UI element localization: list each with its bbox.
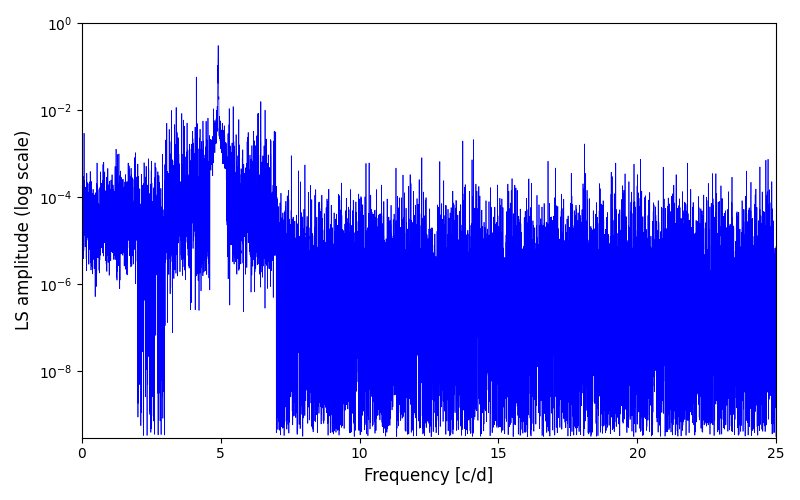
- Y-axis label: LS amplitude (log scale): LS amplitude (log scale): [15, 130, 33, 330]
- X-axis label: Frequency [c/d]: Frequency [c/d]: [364, 467, 494, 485]
